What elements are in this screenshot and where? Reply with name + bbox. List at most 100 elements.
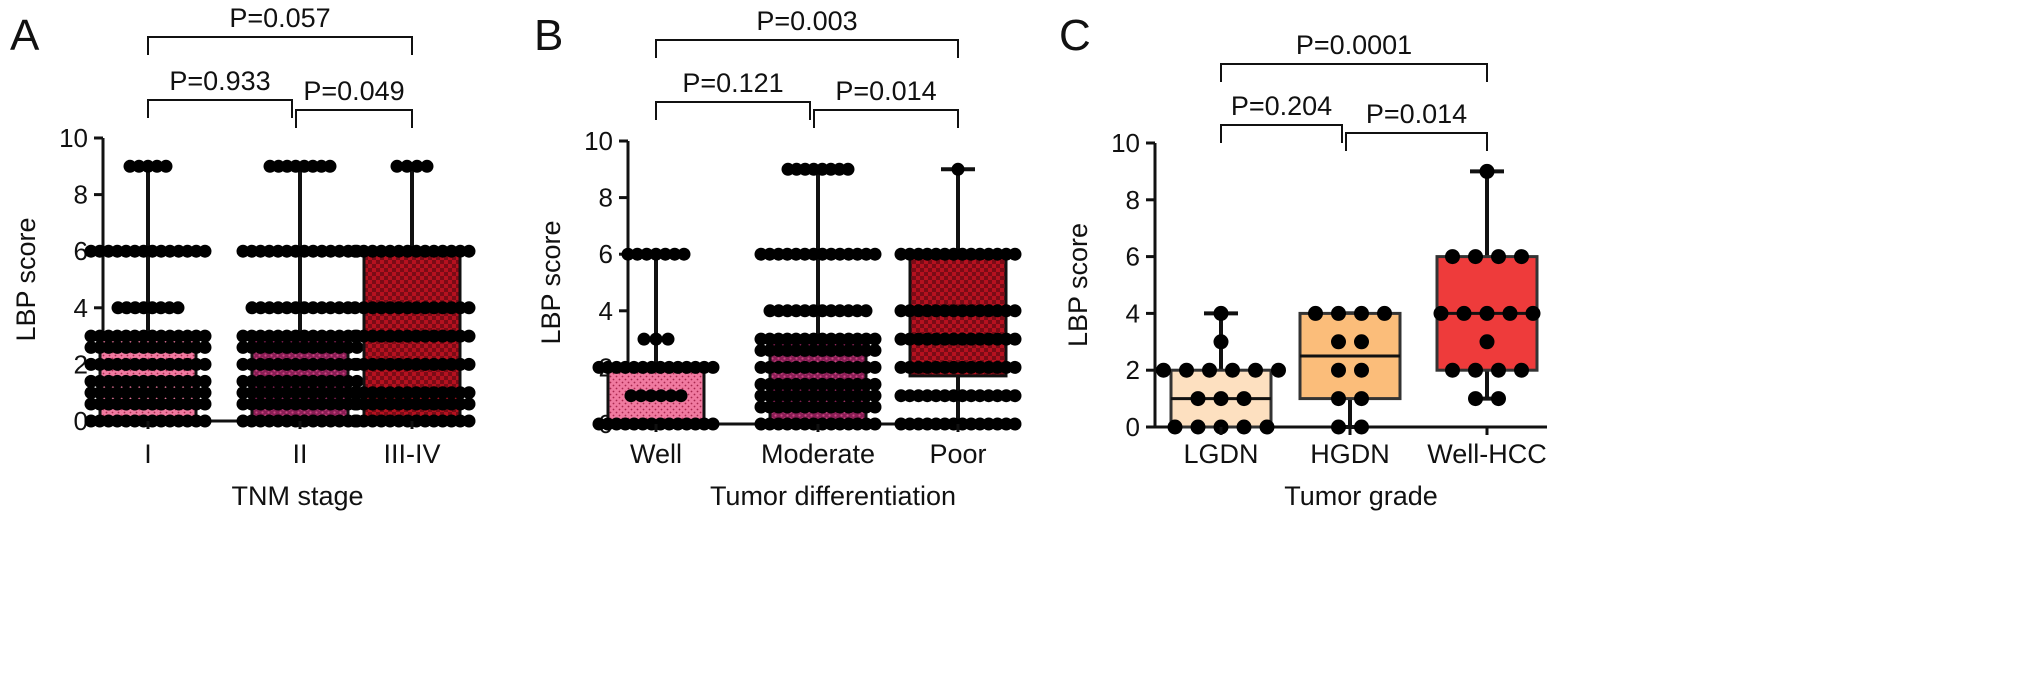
significance-bracket [1345,132,1488,151]
x-tick-label: HGDN [1310,439,1390,469]
p-value-label: P=0.049 [303,76,404,106]
x-tick-label: Moderate [761,439,875,469]
data-point [1202,362,1217,378]
data-point [1308,305,1323,321]
data-point [644,389,658,403]
data-point [1179,362,1194,378]
data-point [1514,362,1529,378]
data-point [1213,305,1229,321]
data-point [198,374,212,388]
data-point [677,247,691,261]
data-point [654,389,668,403]
data-point [462,244,476,258]
data-point [1331,334,1346,350]
data-point [706,417,720,431]
data-point [649,332,663,346]
data-point [1445,249,1460,265]
y-tick-label: 4 [599,296,613,326]
data-point [841,162,855,176]
data-point [1225,362,1240,378]
x-tick-label: II [292,439,307,469]
data-point [462,397,476,411]
data-point [132,159,146,173]
data-point [1354,362,1369,378]
data-point [637,332,651,346]
data-point [1377,305,1392,321]
data-point [141,159,155,173]
y-axis-title: LBP score [11,217,41,341]
data-point [1213,334,1229,350]
significance-bracket [655,39,959,58]
data-point [1331,362,1346,378]
data-point [1354,334,1369,350]
data-point [1259,419,1275,435]
data-point [1525,305,1541,321]
x-axis-title: Tumor grade [1284,481,1438,511]
y-tick-label: 8 [74,180,88,210]
data-point [1491,249,1506,265]
data-point [1468,391,1483,407]
x-tick-label: III-IV [383,439,440,469]
data-point [123,159,137,173]
data-point [1468,362,1483,378]
data-point [1456,305,1472,321]
data-point [462,414,476,428]
data-point [1468,249,1483,265]
data-point [674,389,688,403]
p-value-label: P=0.121 [682,68,783,98]
data-point [198,386,212,400]
y-tick-label: 4 [1126,298,1140,328]
x-axis-title: TNM stage [231,481,363,511]
panel-letter: B [534,11,563,60]
data-point [350,374,364,388]
data-point [198,244,212,258]
data-point [661,332,675,346]
significance-bracket [655,101,811,120]
data-point [868,343,882,357]
y-tick-label: 4 [74,293,88,323]
panel-letter: C [1059,11,1091,60]
panel-letter: A [10,11,40,60]
data-point [859,304,873,318]
p-value-label: P=0.204 [1231,91,1332,121]
data-point [410,159,424,173]
data-point [868,400,882,414]
data-point [649,247,663,261]
data-point [400,159,414,173]
data-point [640,247,654,261]
p-value-label: P=0.003 [756,6,857,36]
y-tick-label: 2 [1126,355,1140,385]
y-tick-label: 6 [1126,242,1140,272]
data-point [462,301,476,315]
data-point [171,301,185,315]
significance-bracket [1220,63,1488,82]
data-point [868,377,882,391]
data-point [198,329,212,343]
data-point [1331,305,1346,321]
data-point [1445,362,1460,378]
significance-bracket [147,99,293,118]
significance-bracket [147,36,413,55]
data-point [868,247,882,261]
data-point [1190,391,1206,407]
p-value-label: P=0.014 [835,76,936,106]
panel-c: C 0 2 4 6 8 10 LBP score Tumor grade LGDN HGDN Well… [1059,11,1547,511]
data-point [1271,362,1286,378]
significance-bracket [1220,124,1343,143]
data-point [198,397,212,411]
data-point [198,340,212,354]
data-point [1354,419,1369,435]
data-point [1248,362,1263,378]
data-point [868,360,882,374]
y-tick-label: 10 [59,123,88,153]
data-point [1008,417,1022,431]
data-point [1236,391,1252,407]
data-point [664,389,678,403]
data-point [462,329,476,343]
data-point [1008,389,1022,403]
p-value-label: P=0.014 [1366,99,1467,129]
data-point [323,159,337,173]
data-point [1236,419,1252,435]
x-tick-label: Poor [929,439,986,469]
